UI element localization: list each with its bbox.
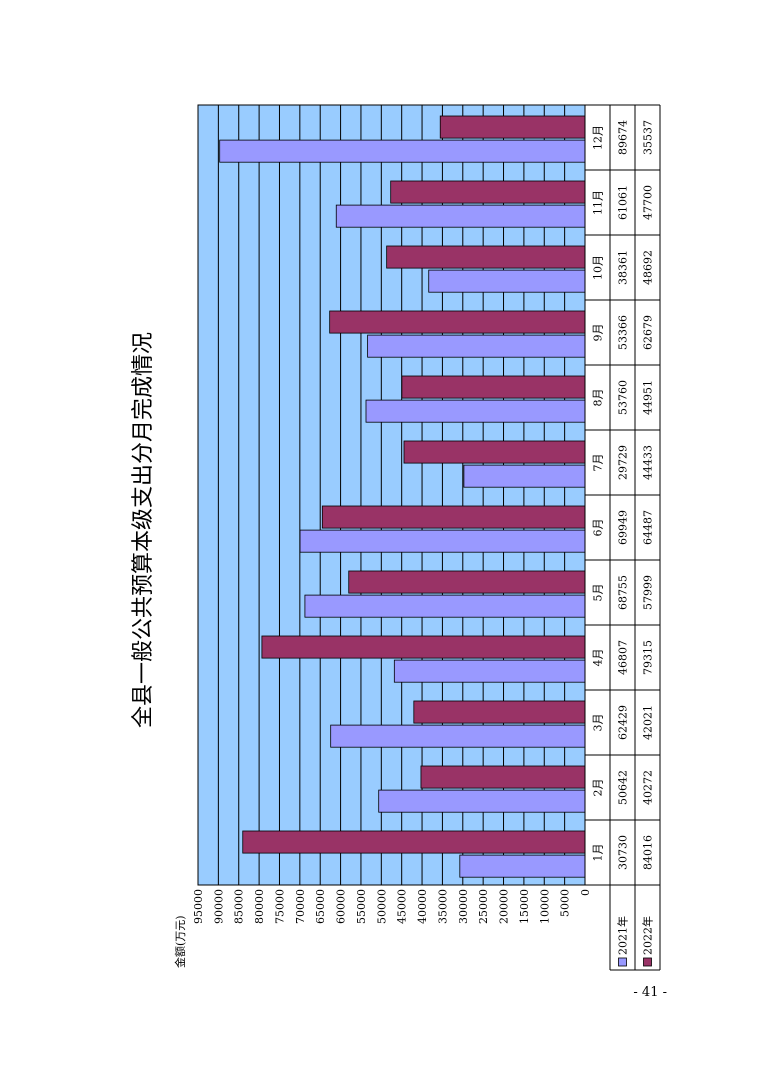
bar-series1-10: [428, 269, 586, 293]
category-label: 9月: [592, 324, 605, 342]
category-label: 4月: [592, 649, 605, 667]
y-tick-label: 75000: [273, 889, 286, 924]
data-value-label: 44433: [642, 445, 655, 480]
bar-series1-12: [219, 139, 586, 163]
bar-series1-5: [304, 594, 586, 618]
data-value-label: 35537: [642, 120, 655, 155]
data-value-label: 53366: [617, 315, 630, 350]
y-tick-label: 90000: [212, 889, 225, 924]
y-tick-label: 10000: [538, 889, 551, 924]
y-tick-label: 20000: [498, 889, 511, 924]
category-label: 5月: [592, 584, 605, 602]
data-value-label: 79315: [642, 640, 655, 675]
data-value-label: 42021: [642, 705, 655, 740]
legend-swatch: [618, 957, 627, 967]
bar-series2-11: [390, 180, 586, 204]
bar-series2-5: [348, 570, 586, 594]
bar-series1-11: [335, 204, 586, 228]
bar-series2-1: [242, 830, 586, 854]
data-value-label: 48692: [642, 250, 655, 285]
y-tick-label: 45000: [396, 889, 409, 924]
y-tick-label: 40000: [416, 889, 429, 924]
data-value-label: 30730: [617, 835, 630, 870]
data-value-label: 40272: [642, 770, 655, 805]
legend-series-name: 2021年: [616, 916, 630, 955]
data-value-label: 57999: [642, 575, 655, 610]
data-value-label: 64487: [642, 510, 655, 545]
legend-series-name: 2022年: [641, 916, 655, 955]
bar-series2-8: [401, 375, 586, 399]
y-tick-label: 15000: [518, 889, 531, 924]
data-value-label: 29729: [617, 445, 630, 480]
data-value-label: 53760: [617, 380, 630, 415]
data-value-label: 44951: [642, 380, 655, 415]
bar-series1-3: [330, 724, 586, 748]
bar-series2-9: [329, 310, 586, 334]
y-tick-label: 30000: [457, 889, 470, 924]
data-value-label: 84016: [642, 835, 655, 870]
data-value-label: 50642: [617, 770, 630, 805]
category-label: 12月: [592, 125, 605, 150]
bar-series1-6: [299, 529, 586, 553]
data-value-label: 46807: [617, 640, 630, 675]
category-label: 11月: [592, 190, 605, 215]
y-axis-label: 金额(万元): [173, 915, 187, 968]
data-value-label: 61061: [617, 185, 630, 220]
chart-title: 全县一般公共预算本级支出分月完成情况: [131, 332, 156, 728]
category-label: 3月: [592, 714, 605, 732]
y-tick-label: 95000: [192, 889, 205, 924]
y-tick-label: 70000: [294, 889, 307, 924]
y-tick-label: 60000: [335, 889, 348, 924]
category-label: 10月: [592, 255, 605, 280]
y-tick-label: 80000: [253, 889, 266, 924]
data-value-label: 62429: [617, 705, 630, 740]
y-tick-label: 35000: [436, 889, 449, 924]
category-label: 8月: [592, 389, 605, 407]
bar-series2-4: [261, 635, 586, 659]
bar-series1-2: [378, 789, 586, 813]
y-tick-label: 55000: [355, 889, 368, 924]
category-label: 6月: [592, 519, 605, 537]
category-label: 1月: [592, 844, 605, 862]
data-value-label: 47700: [642, 185, 655, 220]
data-value-label: 38361: [617, 250, 630, 285]
data-value-label: 69949: [617, 510, 630, 545]
bar-series2-6: [321, 505, 586, 529]
bar-series2-7: [403, 440, 586, 464]
bar-series1-7: [463, 464, 586, 488]
y-tick-label: 50000: [375, 889, 388, 924]
page-number: - 41 -: [633, 985, 667, 1000]
y-tick-label: 65000: [314, 889, 327, 924]
bar-series2-3: [413, 700, 586, 724]
bar-series1-9: [367, 334, 586, 358]
y-tick-label: 85000: [233, 889, 246, 924]
legend-swatch: [643, 957, 652, 967]
data-value-label: 62679: [642, 315, 655, 350]
category-label: 2月: [592, 779, 605, 797]
data-value-label: 89674: [617, 120, 630, 155]
bar-series1-4: [393, 659, 586, 683]
data-value-label: 68755: [617, 575, 630, 610]
bar-series2-10: [386, 245, 586, 269]
bar-series1-1: [459, 854, 586, 878]
y-tick-label: 0: [579, 889, 592, 896]
bar-series2-12: [439, 115, 586, 139]
bar-series2-2: [420, 765, 586, 789]
bar-series1-8: [365, 399, 586, 423]
y-tick-label: 5000: [559, 889, 572, 917]
category-label: 7月: [592, 454, 605, 472]
y-tick-label: 25000: [477, 889, 490, 924]
